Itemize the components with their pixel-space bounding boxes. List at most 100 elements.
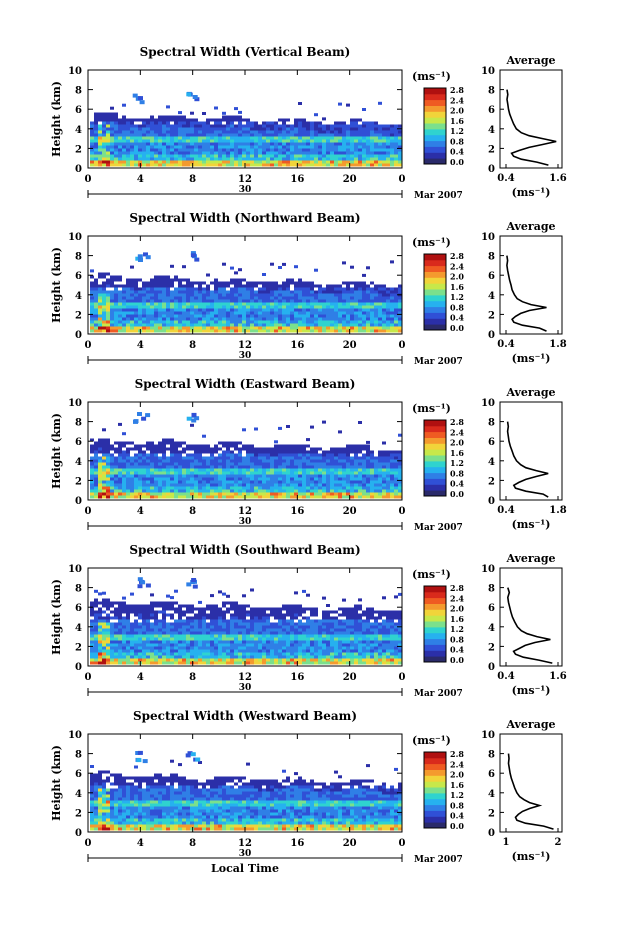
heatmap-cell (302, 453, 306, 457)
heatmap-cell (378, 308, 382, 312)
heatmap-cell (338, 163, 342, 167)
heatmap-cell (230, 329, 234, 333)
heatmap-cell (250, 447, 254, 451)
heatmap-cell (154, 142, 158, 146)
heatmap-cell (234, 637, 238, 641)
heatmap-cell (182, 459, 186, 463)
heatmap-cell (394, 151, 398, 155)
heatmap-cell (230, 643, 234, 647)
heatmap-cell (206, 163, 210, 167)
heatmap-cell (242, 284, 246, 288)
heatmap-cell (302, 465, 306, 469)
heatmap-cell (190, 444, 194, 448)
heatmap-cell (198, 157, 202, 161)
heatmap-cell (90, 643, 94, 647)
heatmap-cell (150, 326, 154, 330)
heatmap-cell (274, 127, 278, 131)
heatmap-cell (358, 492, 362, 496)
heatmap-cell (222, 625, 226, 629)
heatmap-cell (394, 293, 398, 297)
heatmap-cell (354, 142, 358, 146)
heatmap-cell (142, 287, 146, 291)
heatmap-cell (254, 427, 258, 431)
heatmap-cell (94, 471, 98, 475)
heatmap-cell (322, 130, 326, 134)
heatmap-cell (382, 459, 386, 463)
heatmap-cell (342, 293, 346, 297)
heatmap-cell (398, 326, 402, 330)
colorbar-swatch (424, 277, 446, 284)
heatmap-cell (254, 317, 258, 321)
heatmap-cell (222, 145, 226, 149)
heatmap-cell (118, 646, 122, 650)
heatmap-cell (150, 658, 154, 662)
heatmap-cell (342, 296, 346, 300)
heatmap-cell (102, 151, 106, 155)
heatmap-cell (138, 130, 142, 134)
heatmap-cell (334, 299, 338, 303)
heatmap-cell (234, 130, 238, 134)
heatmap-cell (298, 305, 302, 309)
x-tick-label: 16 (290, 506, 304, 517)
heatmap-cell (234, 613, 238, 617)
heatmap-cell (178, 124, 182, 128)
heatmap-cell (370, 495, 374, 499)
heatmap-cell (266, 320, 270, 324)
heatmap-cell (354, 305, 358, 309)
heatmap-cell (190, 622, 194, 626)
heatmap-cell (338, 308, 342, 312)
heatmap-cell (198, 130, 202, 134)
heatmap-cell (314, 308, 318, 312)
heatmap-cell (322, 462, 326, 466)
heatmap-cell (222, 465, 226, 469)
heatmap-cell (382, 474, 386, 478)
heatmap-cell (222, 290, 226, 294)
heatmap-cell (146, 652, 150, 656)
heatmap-cell (90, 604, 94, 608)
heatmap-cell (346, 320, 350, 324)
heatmap-cell (174, 124, 178, 128)
heatmap-cell (202, 133, 206, 137)
heatmap-cell (134, 142, 138, 146)
heatmap-cell (130, 456, 134, 460)
heatmap-cell (338, 450, 342, 454)
heatmap-cell (154, 130, 158, 134)
heatmap-cell (102, 275, 106, 279)
heatmap-cell (246, 320, 250, 324)
heatmap-cell (334, 495, 338, 499)
heatmap-cell (110, 453, 114, 457)
heatmap-cell (230, 477, 234, 481)
heatmap-cell (374, 486, 378, 490)
heatmap-cell (138, 480, 142, 484)
heatmap-cell (130, 649, 134, 653)
heatmap-cell (98, 305, 102, 309)
heatmap-cell (374, 323, 378, 327)
heatmap-cell (158, 130, 162, 134)
heatmap-cell (122, 661, 126, 665)
heatmap-cell (166, 121, 170, 125)
heatmap-cell (238, 314, 242, 318)
heatmap-cell (246, 287, 250, 291)
heatmap-cell (346, 299, 350, 303)
heatmap-cell (314, 459, 318, 463)
heatmap-cell (190, 480, 194, 484)
heatmap-cell (338, 447, 342, 451)
heatmap-cell (190, 465, 194, 469)
heatmap-cell (270, 302, 274, 306)
heatmap-cell (154, 148, 158, 152)
heatmap-cell (90, 447, 94, 451)
heatmap-cell (234, 323, 238, 327)
heatmap-cell (206, 661, 210, 665)
heatmap-cell (354, 480, 358, 484)
heatmap-cell (306, 130, 310, 134)
heatmap-cell (154, 326, 158, 330)
heatmap-cell (290, 127, 294, 131)
heatmap-cell (154, 619, 158, 623)
heatmap-cell (262, 287, 266, 291)
colorbar-tick-label: 1.2 (450, 458, 464, 468)
heatmap-cell (194, 118, 198, 122)
heatmap-cell (102, 601, 106, 605)
heatmap-cell (254, 284, 258, 288)
heatmap-cell (334, 317, 338, 321)
heatmap-cell (178, 625, 182, 629)
